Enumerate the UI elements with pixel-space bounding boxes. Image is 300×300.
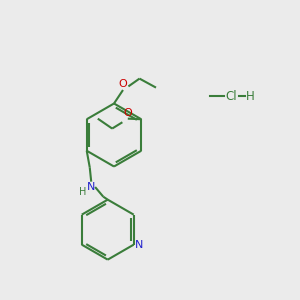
Text: H: H	[79, 187, 86, 197]
Text: N: N	[135, 240, 144, 250]
Text: Cl: Cl	[225, 89, 237, 103]
Text: O: O	[123, 108, 132, 118]
Text: O: O	[118, 80, 127, 89]
Text: N: N	[87, 182, 95, 192]
Text: H: H	[246, 89, 255, 103]
